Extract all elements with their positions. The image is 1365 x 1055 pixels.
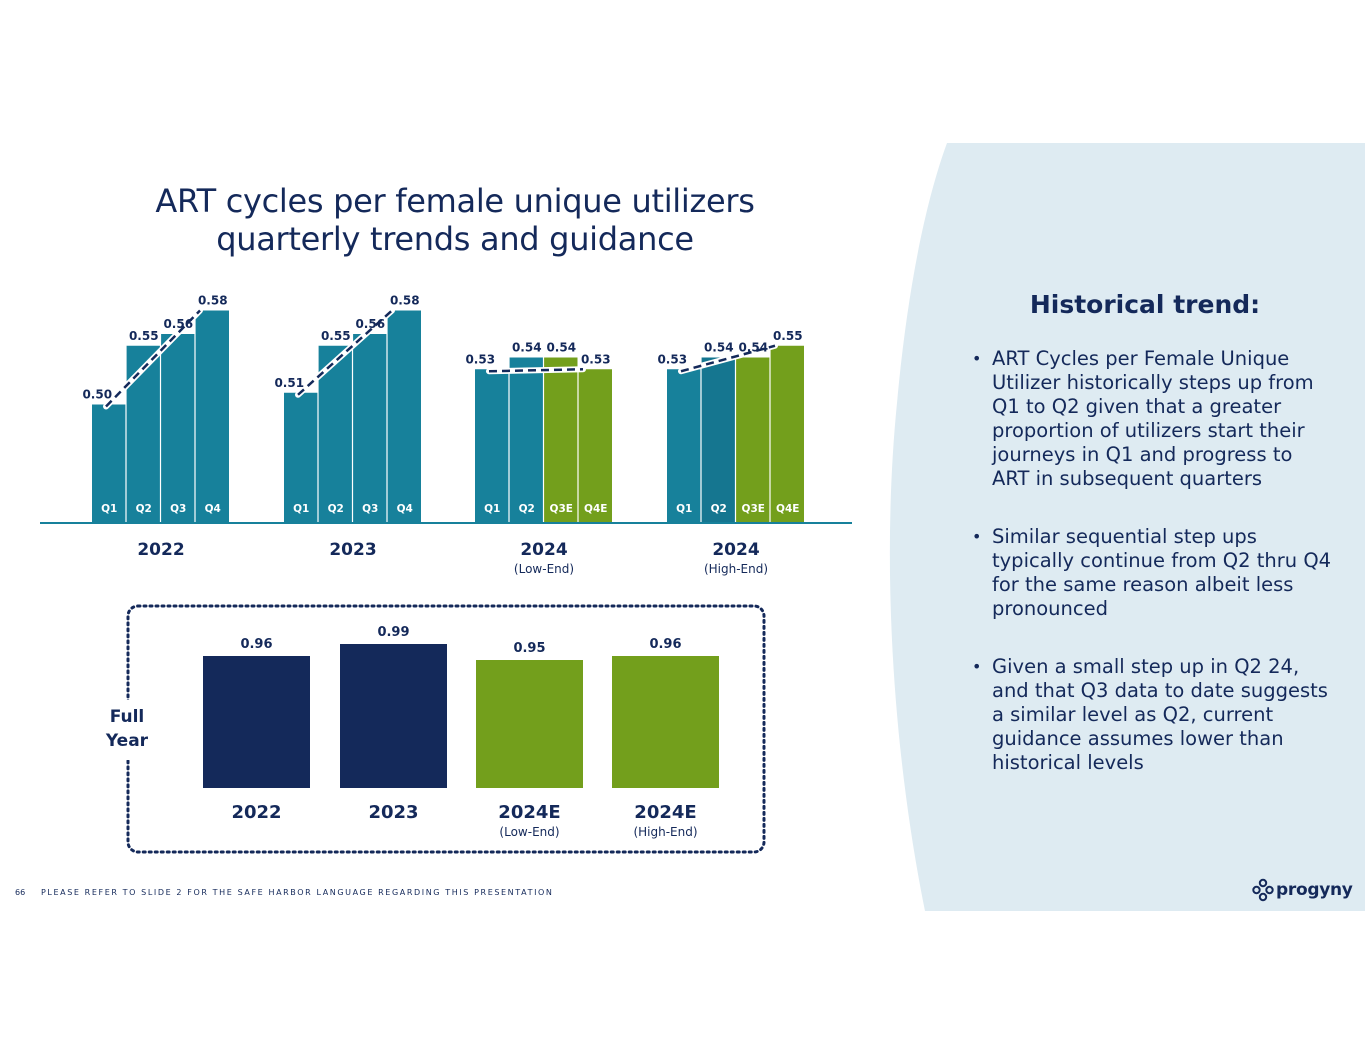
quarter-label: Q4: [205, 503, 221, 515]
bullet-icon: •: [972, 527, 982, 546]
value-label: 0.54: [546, 341, 576, 355]
value-label: 0.55: [321, 329, 351, 343]
side-panel-shape: [889, 143, 1365, 911]
bullet-text: Given a small step up in Q2 24, and that…: [992, 655, 1328, 774]
quarter-label: Q1: [484, 503, 500, 515]
full-year-bar-3: [612, 656, 719, 788]
quarter-label: Q4: [397, 503, 413, 515]
value-label: 0.58: [390, 294, 420, 308]
trend-line: [105, 309, 201, 408]
bullet-icon: •: [972, 657, 982, 676]
bullet-icon: •: [972, 349, 982, 368]
quarter-label: Q2: [328, 503, 344, 515]
bar-2024-q3e: [544, 357, 578, 522]
quarter-label: Q3: [362, 503, 378, 515]
full-year-dotted-border: [126, 604, 766, 854]
value-label: 0.51: [274, 376, 304, 390]
footer-disclaimer: PLEASE REFER TO SLIDE 2 FOR THE SAFE HAR…: [41, 888, 554, 897]
full-year-value-label: 0.96: [649, 637, 681, 652]
value-label: 0.54: [512, 341, 542, 355]
chart-title: ART cycles per female unique utilizers q…: [60, 182, 850, 258]
quarter-label: Q1: [101, 503, 117, 515]
quarter-label: Q3: [170, 503, 186, 515]
trend-line: [488, 368, 584, 373]
quarter-label: Q2: [519, 503, 535, 515]
bar-2024-q1: [475, 369, 509, 522]
bullet-item: • Given a small step up in Q2 24, and tha…: [972, 655, 1332, 775]
quarter-label: Q4E: [584, 503, 607, 515]
full-year-bar-1: [340, 644, 447, 788]
bar-2023-q4: [387, 310, 421, 522]
full-year-label-line2: Year: [105, 731, 149, 751]
charts-canvas: Q1 Q2 Q3 Q4 0.50 0.55 0.56 0.58 2022 Q1 Q2 Q3 Q4 0.51…: [40, 294, 852, 854]
full-year-category-sublabel: (Low-End): [499, 825, 559, 839]
label-mask: [110, 700, 150, 760]
value-label: 0.55: [129, 329, 159, 343]
bar-2024-q2: [701, 357, 735, 522]
full-year-label-line1: Full: [110, 707, 145, 727]
bullet-item: • ART Cycles per Female Unique Utilizer h…: [972, 347, 1332, 491]
bar-2024-q4e: [578, 369, 612, 522]
trend-line: [297, 309, 393, 396]
bar-2022-q1: [92, 404, 126, 522]
quarter-label: Q1: [676, 503, 692, 515]
full-year-value-label: 0.96: [240, 637, 272, 652]
year-label: 2022: [137, 540, 184, 560]
side-panel-background: [885, 143, 1365, 911]
value-label: 0.50: [82, 388, 112, 402]
title-line-1: ART cycles per female unique utilizers: [155, 182, 755, 220]
bar-2023-q1: [284, 392, 318, 522]
quarter-label: Q3E: [550, 503, 573, 515]
bar-2023-q3: [353, 334, 387, 522]
value-label: 0.53: [465, 352, 495, 366]
bar-2022-q2: [126, 345, 160, 522]
year-label: 2023: [329, 540, 376, 560]
trend-line: [680, 344, 776, 373]
year-label: 2024: [712, 540, 759, 560]
quarter-label: Q2: [136, 503, 152, 515]
full-year-category-label: 2022: [231, 802, 281, 823]
bar-2024-q1: [667, 369, 701, 522]
value-label: 0.54: [704, 341, 734, 355]
title-line-2: quarterly trends and guidance: [216, 220, 694, 258]
value-label: 0.56: [163, 317, 193, 331]
side-heading: Historical trend:: [1029, 290, 1261, 319]
value-label: 0.53: [581, 352, 611, 366]
year-sublabel: (High-End): [704, 562, 768, 576]
progyny-logo-icon: [1252, 878, 1274, 902]
bar-2024-q3e: [736, 357, 770, 522]
value-label: 0.58: [198, 294, 228, 308]
bar-2022-q3: [161, 334, 195, 522]
logo-text: progyny: [1276, 880, 1353, 900]
value-label: 0.56: [355, 317, 385, 331]
quarter-label: Q2: [711, 503, 727, 515]
quarter-label: Q4E: [776, 503, 799, 515]
full-year-value-label: 0.95: [513, 641, 545, 656]
bar-2022-q4: [195, 310, 229, 522]
full-year-category-label: 2023: [368, 802, 418, 823]
year-sublabel: (Low-End): [514, 562, 574, 576]
quarter-label: Q3E: [742, 503, 765, 515]
full-year-value-label: 0.99: [377, 625, 409, 640]
page-number: 66: [15, 888, 26, 897]
full-year-category-sublabel: (High-End): [633, 825, 697, 839]
year-label: 2024: [520, 540, 567, 560]
full-year-category-label: 2024E: [634, 802, 696, 823]
bullet-text: Similar sequential step ups typically co…: [992, 525, 1332, 620]
value-label: 0.55: [773, 329, 803, 343]
value-label: 0.53: [657, 352, 687, 366]
value-label: 0.54: [738, 341, 768, 355]
bullet-list: • ART Cycles per Female Unique Utilizer h…: [972, 347, 1332, 809]
full-year-category-label: 2024E: [498, 802, 560, 823]
full-year-bar-2: [476, 660, 583, 788]
bullet-item: • Similar sequential step ups typically c…: [972, 525, 1332, 621]
quarter-label: Q1: [293, 503, 309, 515]
bar-2024-q2: [509, 357, 543, 522]
bullet-text: ART Cycles per Female Unique Utilizer hi…: [992, 347, 1314, 490]
bar-2024-q4e: [770, 345, 804, 522]
full-year-bar-0: [203, 656, 310, 788]
progyny-logo: progyny: [1252, 878, 1353, 902]
